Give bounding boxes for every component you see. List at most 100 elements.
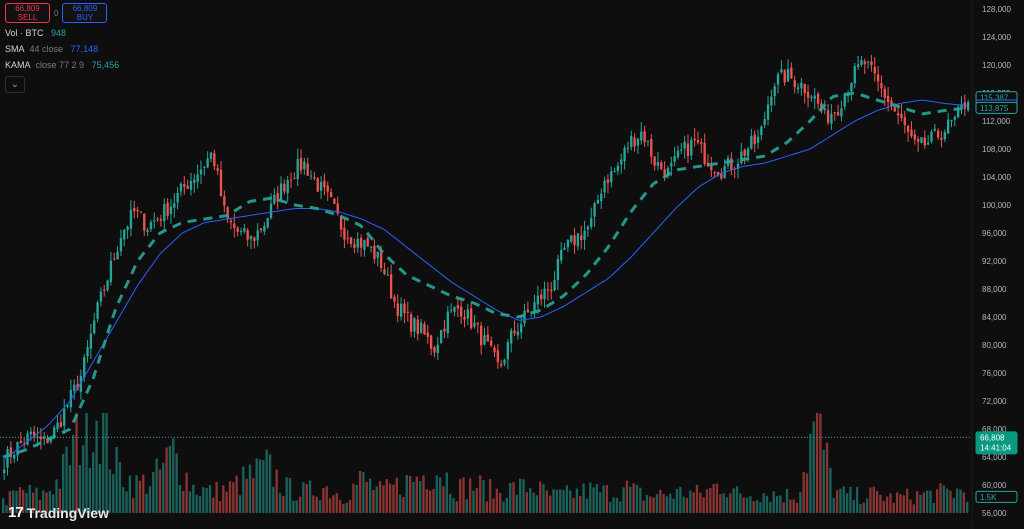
volume-bar	[192, 484, 195, 513]
volume-bar	[138, 480, 142, 513]
volume-bar	[398, 494, 402, 513]
indicator-name: Vol · BTC	[5, 28, 44, 38]
volume-bar	[365, 481, 368, 513]
sell-button[interactable]: 66,809 SELL	[5, 3, 50, 23]
candle-body	[550, 289, 553, 292]
indicator-params: 44 close	[29, 44, 64, 54]
volume-bar	[669, 493, 672, 513]
candle-body	[930, 131, 933, 142]
candle-body	[623, 147, 626, 162]
candle-body	[403, 303, 406, 314]
candle-body	[823, 108, 826, 111]
volume-bar	[825, 442, 829, 513]
candle-body	[593, 203, 596, 217]
volume-bar	[565, 485, 569, 513]
candle-body	[520, 324, 523, 333]
volume-bar	[662, 494, 665, 513]
collapse-indicators-button[interactable]: ⌄	[5, 76, 25, 93]
candle-body	[113, 258, 116, 260]
candle-body	[203, 166, 206, 168]
candle-body	[693, 138, 696, 141]
candle-body	[496, 350, 500, 363]
candle-body	[206, 158, 209, 168]
buy-button[interactable]: 66,809 BUY	[62, 3, 108, 23]
volume-bar	[539, 481, 542, 513]
volume-bar	[692, 492, 695, 513]
candle-body	[93, 320, 96, 334]
indicator-params: close 77 2 9	[35, 60, 85, 70]
candle-body	[686, 143, 690, 156]
volume-bar	[935, 489, 939, 513]
volume-bar	[342, 503, 345, 513]
candle-body	[716, 171, 720, 176]
volume-bar	[932, 502, 935, 513]
volume-bar	[705, 489, 709, 513]
volume-bar	[835, 490, 839, 513]
candle-body	[743, 149, 746, 156]
candle-body	[373, 245, 376, 260]
volume-bar	[285, 477, 288, 513]
indicator-volume[interactable]: Vol · BTC 948	[5, 28, 119, 39]
candle-body	[283, 183, 286, 192]
volume-bar	[325, 486, 328, 513]
price-tick-label: 124,000	[982, 33, 1011, 42]
volume-bar	[809, 433, 812, 513]
candle-body	[169, 206, 173, 214]
candle-body	[413, 318, 416, 332]
candle-body	[466, 309, 469, 319]
volume-bar	[225, 491, 228, 513]
candle-body	[896, 113, 900, 116]
volume-bar	[268, 454, 272, 513]
candle-body	[173, 203, 176, 208]
candle-body	[770, 96, 773, 106]
volume-bar	[499, 492, 502, 513]
candle-body	[109, 260, 113, 282]
price-tag-countdown: 14:41:04	[980, 443, 1012, 452]
candle-body	[540, 294, 543, 300]
volume-bar	[115, 446, 118, 513]
volume-bar	[332, 495, 335, 513]
candle-body	[296, 158, 299, 179]
candle-body	[650, 138, 653, 157]
volume-bar	[619, 501, 622, 513]
volume-bar	[222, 485, 225, 513]
candle-body	[800, 82, 803, 89]
candle-body	[580, 235, 583, 241]
volume-bar	[282, 495, 285, 513]
volume-bar	[235, 475, 238, 513]
candle-body	[873, 66, 876, 74]
indicator-sma[interactable]: SMA 44 close 77,148	[5, 44, 119, 55]
volume-bar	[665, 496, 669, 513]
candle-body	[630, 135, 633, 148]
volume-bar	[725, 497, 729, 513]
candle-body	[780, 69, 783, 73]
volume-bar	[875, 490, 879, 513]
candle-body	[663, 169, 666, 179]
volume-bar	[775, 496, 779, 513]
volume-bar	[735, 486, 739, 513]
volume-bar	[919, 494, 922, 513]
candle-body	[273, 194, 276, 204]
volume-bar	[248, 464, 252, 513]
volume-bar	[702, 497, 705, 513]
volume-bar	[722, 493, 725, 513]
volume-bar	[308, 480, 312, 513]
volume-bar	[262, 460, 265, 513]
candle-body	[776, 74, 780, 85]
volume-bar	[185, 472, 188, 513]
candle-body	[850, 83, 853, 92]
candle-body	[356, 238, 359, 248]
candle-body	[813, 95, 816, 99]
candle-body	[526, 309, 530, 313]
volume-bar	[939, 483, 942, 513]
volume-bar	[525, 492, 529, 513]
candle-body	[910, 129, 913, 137]
candle-body	[313, 176, 316, 179]
volume-bar	[489, 479, 492, 513]
candle-body	[766, 104, 770, 120]
candle-body	[133, 208, 136, 212]
volume-bar	[762, 493, 765, 513]
candle-body	[516, 331, 520, 336]
indicator-kama[interactable]: KAMA close 77 2 9 75,456	[5, 60, 119, 71]
